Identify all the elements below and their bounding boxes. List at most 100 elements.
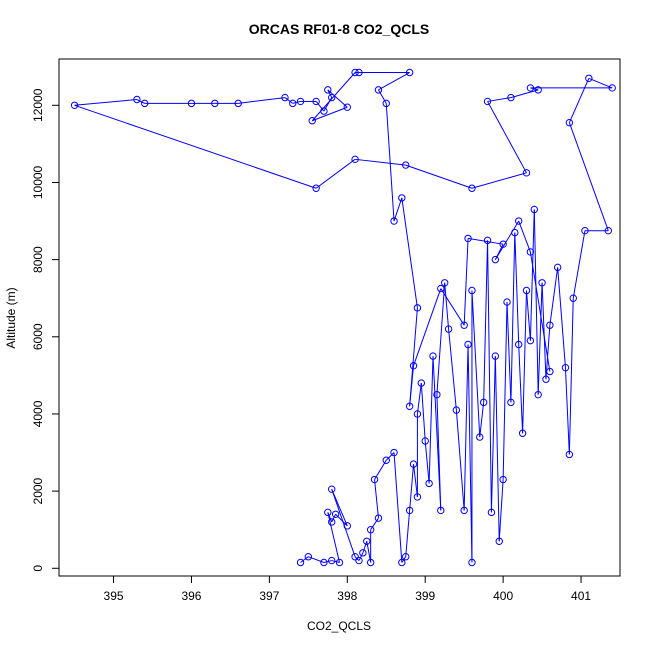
series-line-segment (74, 104, 317, 189)
series-line-segment (526, 290, 531, 341)
series-line-segment (385, 452, 395, 461)
data-point (479, 398, 488, 407)
series-line-segment (378, 72, 410, 91)
series-line-segment (471, 290, 481, 438)
data-point (464, 234, 472, 243)
series-line-segment (487, 240, 492, 513)
y-axis-title: Altitude (m) (4, 287, 18, 348)
data-point (141, 99, 149, 108)
data-point (608, 84, 616, 92)
series-line-segment (393, 197, 403, 222)
series-line-segment (312, 106, 348, 122)
data-point (522, 286, 531, 295)
data-point (483, 236, 492, 245)
series-line-segment (549, 267, 559, 326)
data-point (374, 86, 383, 94)
series-line-segment (530, 87, 539, 91)
data-point (355, 68, 363, 77)
x-tick-label: 399 (415, 589, 435, 603)
data-point (382, 456, 390, 464)
data-point (351, 68, 359, 77)
data-point (312, 97, 320, 106)
data-point (553, 263, 562, 272)
data-point (530, 205, 538, 214)
data-point (507, 398, 515, 407)
series-line-segment (537, 282, 543, 395)
series-line-segment (331, 489, 356, 557)
data-point (542, 375, 550, 383)
x-tick-label: 397 (259, 589, 279, 603)
data-point (328, 556, 336, 565)
data-point (390, 217, 398, 225)
data-point (476, 433, 484, 441)
series-line-segment (292, 100, 301, 104)
data-point (343, 103, 351, 111)
series-line-segment (238, 97, 286, 104)
series-line-segment (483, 240, 489, 403)
series-line-segment (416, 383, 422, 415)
data-point (499, 475, 507, 484)
data-point (328, 518, 336, 526)
data-point (211, 99, 219, 108)
x-axis: 395 396 397 398 399 400 401 (104, 575, 591, 603)
data-point (355, 556, 363, 565)
data-point (538, 279, 546, 287)
series-line-segment (401, 197, 418, 308)
series-line-segment (409, 365, 415, 407)
data-point (304, 553, 313, 561)
data-point (585, 74, 593, 82)
data-point (460, 321, 468, 329)
data-point (526, 84, 535, 92)
data-point (405, 68, 414, 77)
data-point (491, 255, 500, 264)
data-point (343, 522, 351, 530)
data-point (429, 352, 437, 360)
series-line-segment (494, 356, 500, 542)
series-lines (74, 72, 613, 563)
data-point (133, 95, 141, 104)
data-point (328, 93, 336, 102)
series-line-segment (522, 290, 527, 434)
data-point (335, 558, 344, 567)
series-line-segment (420, 383, 426, 441)
data-point (366, 558, 375, 567)
x-tick-label: 398 (337, 589, 357, 603)
data-point (308, 117, 316, 125)
data-point (413, 410, 422, 418)
data-point (312, 184, 320, 192)
data-point (487, 508, 496, 517)
series-line-segment (568, 122, 609, 231)
series-points (70, 68, 616, 567)
data-point (421, 437, 429, 445)
data-point (351, 553, 359, 561)
data-point (511, 228, 519, 237)
y-tick-label: 0 (31, 565, 45, 572)
series-line-segment (455, 410, 465, 511)
data-point (405, 506, 414, 515)
data-point (398, 194, 406, 202)
data-point (324, 86, 332, 94)
y-tick-label: 10000 (31, 165, 45, 199)
series-line-segment (471, 172, 527, 189)
data-point (565, 118, 574, 127)
data-point (437, 506, 445, 515)
series-line-segment (440, 288, 465, 326)
series-line-segment (331, 514, 337, 523)
series-line-segment (510, 232, 516, 403)
series-line-segment (529, 251, 551, 372)
data-point (444, 325, 453, 333)
series-line-segment (467, 344, 473, 563)
data-point (518, 429, 527, 437)
data-point (417, 379, 426, 387)
series-line-segment (428, 356, 434, 484)
y-tick-label: 8000 (31, 246, 45, 273)
data-point (413, 304, 422, 312)
series-line-segment (514, 232, 520, 345)
series-line-segment (436, 282, 446, 395)
data-point (382, 99, 390, 108)
series-line-segment (518, 344, 524, 434)
series-line-segment (463, 344, 469, 511)
series-line-segment (327, 89, 348, 108)
data-point (499, 240, 507, 248)
